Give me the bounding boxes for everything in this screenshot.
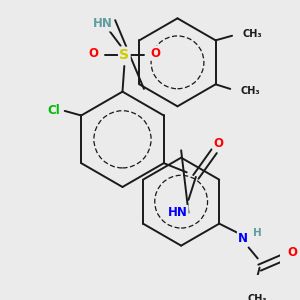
Text: O: O [214, 137, 224, 150]
Text: S: S [119, 48, 129, 62]
Text: CH₃: CH₃ [247, 294, 267, 300]
Text: CH₃: CH₃ [242, 29, 262, 39]
Text: O: O [88, 47, 98, 60]
Text: O: O [288, 247, 298, 260]
Text: N: N [238, 232, 248, 245]
Text: HN: HN [168, 206, 188, 219]
Text: HN: HN [92, 17, 112, 30]
Text: H: H [254, 228, 262, 238]
Text: Cl: Cl [47, 104, 60, 117]
Text: CH₃: CH₃ [241, 86, 260, 96]
Text: O: O [151, 47, 160, 60]
